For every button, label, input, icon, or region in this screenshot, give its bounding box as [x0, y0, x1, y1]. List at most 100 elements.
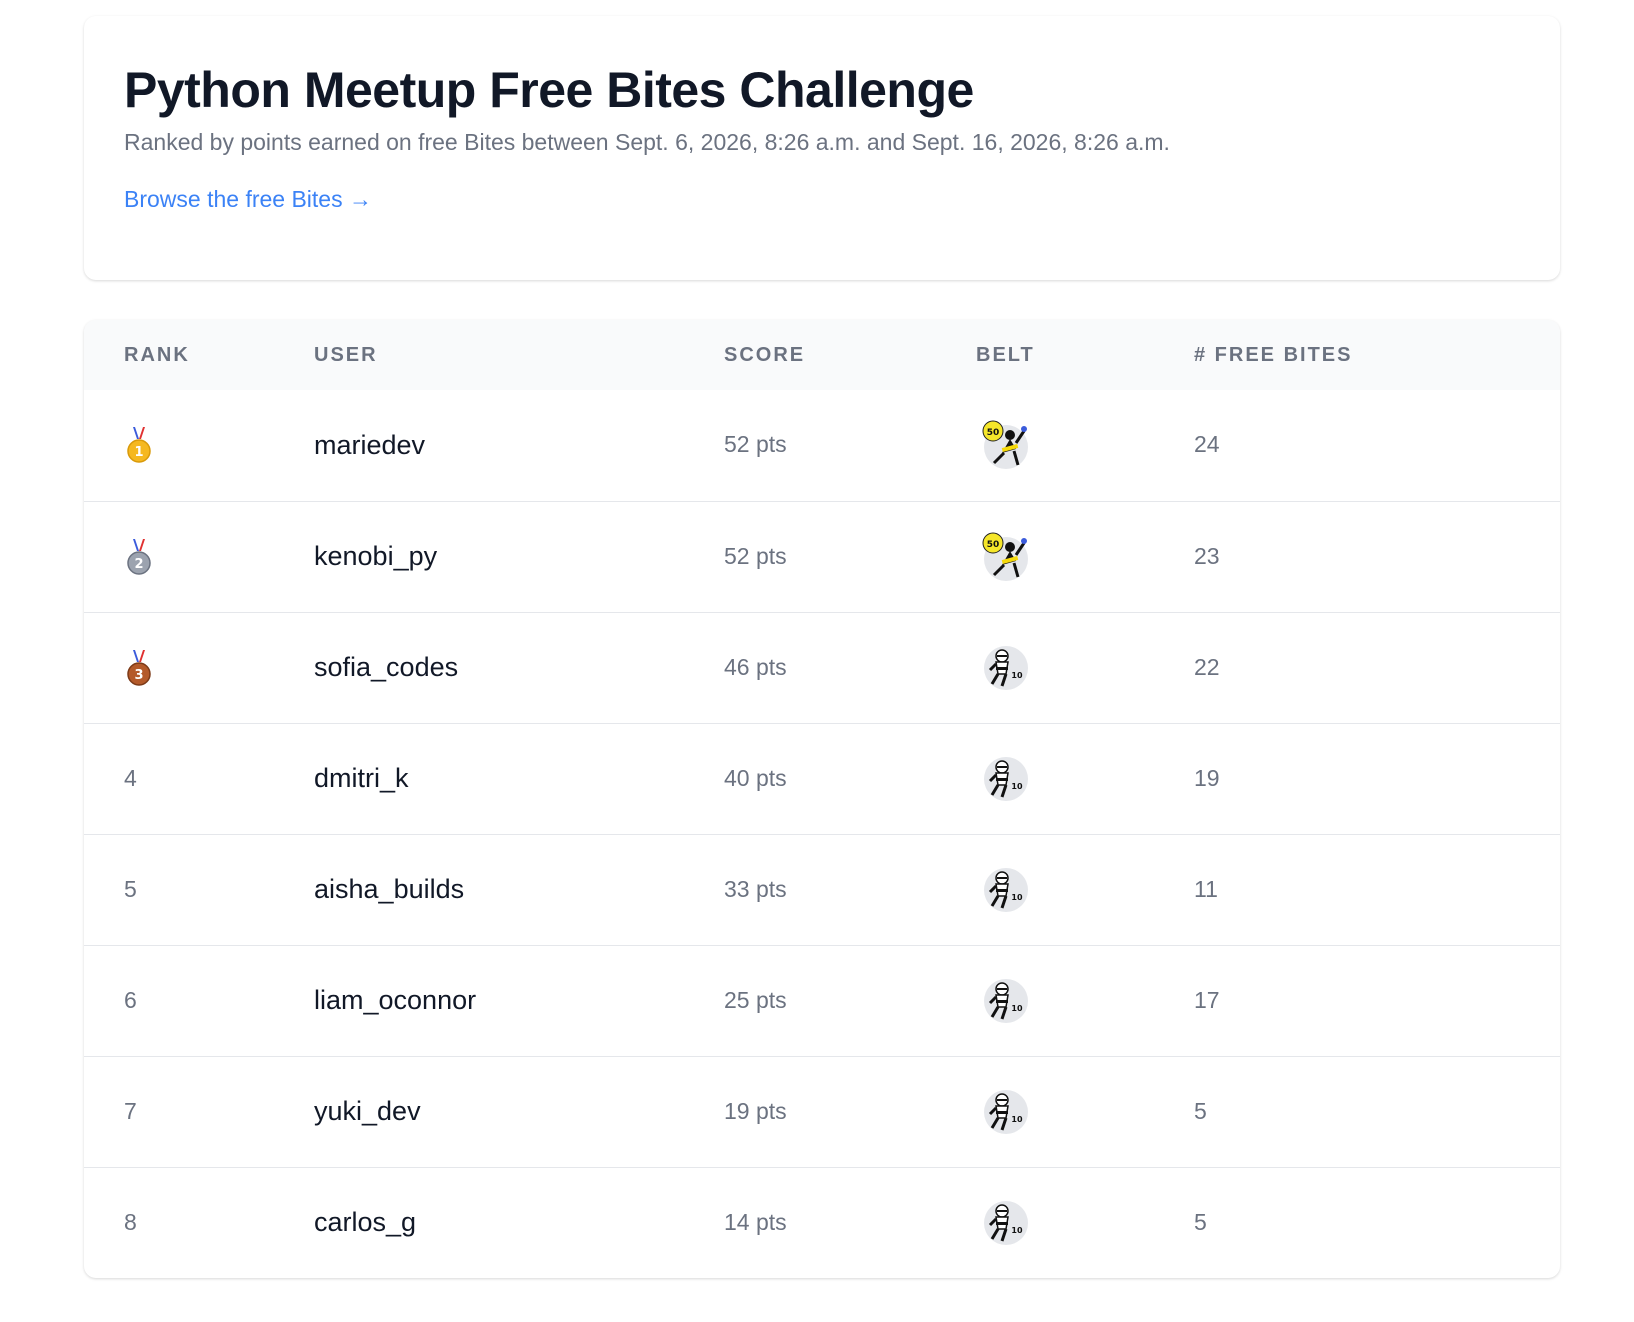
free-bites-cell: 24	[1194, 390, 1560, 501]
free-bites-count: 5	[1194, 1208, 1207, 1235]
white-belt-ninja-icon: 10	[976, 1086, 1194, 1138]
yellow-belt-ninja-icon: 50	[976, 419, 1194, 471]
column-header-user: User	[314, 343, 378, 366]
score-cell: 33 pts	[724, 834, 976, 945]
user-name[interactable]: liam_oconnor	[314, 985, 477, 1015]
score-value: 19 pts	[724, 1097, 787, 1124]
rank-cell: 5	[84, 834, 314, 945]
page-subtitle: Ranked by points earned on free Bites be…	[124, 129, 1170, 155]
rank-cell: 8	[84, 1167, 314, 1278]
belt-cell: 10	[976, 1056, 1194, 1167]
table-row: 3 sofia_codes 46 pts 10 22	[84, 612, 1560, 723]
score-cell: 52 pts	[724, 501, 976, 612]
free-bites-cell: 22	[1194, 612, 1560, 723]
white-belt-ninja-icon: 10	[976, 975, 1194, 1027]
score-cell: 19 pts	[724, 1056, 976, 1167]
free-bites-cell: 5	[1194, 1167, 1560, 1278]
svg-text:10: 10	[1011, 893, 1023, 902]
score-value: 25 pts	[724, 986, 787, 1013]
user-cell: dmitri_k	[314, 723, 724, 834]
free-bites-cell: 11	[1194, 834, 1560, 945]
rank-number: 5	[124, 875, 137, 902]
table-row: 6 liam_oconnor 25 pts 10 17	[84, 945, 1560, 1056]
rank-cell: 6	[84, 945, 314, 1056]
svg-text:3: 3	[134, 668, 143, 683]
free-bites-count: 5	[1194, 1097, 1207, 1124]
free-bites-count: 19	[1194, 764, 1220, 791]
user-cell: liam_oconnor	[314, 945, 724, 1056]
user-cell: kenobi_py	[314, 501, 724, 612]
score-value: 46 pts	[724, 653, 787, 680]
table-row: 7 yuki_dev 19 pts 10 5	[84, 1056, 1560, 1167]
table-row: 4 dmitri_k 40 pts 10 19	[84, 723, 1560, 834]
svg-text:50: 50	[987, 428, 1000, 438]
table-row: 2 kenobi_py 52 pts 50 23	[84, 501, 1560, 612]
challenge-header-card: Python Meetup Free Bites Challenge Ranke…	[84, 16, 1560, 280]
belt-cell: 10	[976, 834, 1194, 945]
column-header-belt: Belt	[976, 343, 1035, 366]
user-name[interactable]: dmitri_k	[314, 763, 409, 793]
rank-number: 6	[124, 986, 137, 1013]
free-bites-cell: 17	[1194, 945, 1560, 1056]
yellow-belt-ninja-icon: 50	[976, 531, 1194, 583]
free-bites-cell: 23	[1194, 501, 1560, 612]
table-row: 8 carlos_g 14 pts 10 5	[84, 1167, 1560, 1278]
free-bites-count: 17	[1194, 986, 1220, 1013]
rank-cell: 2	[84, 501, 314, 612]
free-bites-count: 22	[1194, 653, 1220, 680]
svg-text:10: 10	[1011, 1226, 1023, 1235]
user-cell: sofia_codes	[314, 612, 724, 723]
white-belt-ninja-icon: 10	[976, 1197, 1194, 1249]
white-belt-ninja-icon: 10	[976, 864, 1194, 916]
leaderboard-card: Rank User Score Belt # Free Bites 1 mari…	[84, 320, 1560, 1278]
svg-text:2: 2	[134, 557, 143, 572]
svg-text:10: 10	[1011, 671, 1023, 680]
table-row: 1 mariedev 52 pts 50 24	[84, 390, 1560, 501]
belt-cell: 10	[976, 945, 1194, 1056]
free-bites-cell: 19	[1194, 723, 1560, 834]
free-bites-cell: 5	[1194, 1056, 1560, 1167]
score-value: 14 pts	[724, 1208, 787, 1235]
score-value: 33 pts	[724, 875, 787, 902]
score-cell: 14 pts	[724, 1167, 976, 1278]
score-cell: 25 pts	[724, 945, 976, 1056]
belt-cell: 50	[976, 501, 1194, 612]
page-title: Python Meetup Free Bites Challenge	[124, 62, 974, 118]
user-cell: carlos_g	[314, 1167, 724, 1278]
bronze-medal-icon: 3	[124, 648, 314, 688]
user-cell: mariedev	[314, 390, 724, 501]
score-value: 40 pts	[724, 764, 787, 791]
user-name[interactable]: sofia_codes	[314, 652, 459, 682]
table-row: 5 aisha_builds 33 pts 10 11	[84, 834, 1560, 945]
belt-cell: 10	[976, 1167, 1194, 1278]
svg-text:1: 1	[134, 445, 143, 460]
user-name[interactable]: yuki_dev	[314, 1096, 421, 1126]
leaderboard-rows: 1 mariedev 52 pts 50 24 2 kenobi_py 52 pts…	[84, 390, 1560, 1278]
score-cell: 46 pts	[724, 612, 976, 723]
free-bites-count: 23	[1194, 542, 1220, 569]
score-cell: 52 pts	[724, 390, 976, 501]
user-name[interactable]: carlos_g	[314, 1207, 417, 1238]
belt-cell: 10	[976, 612, 1194, 723]
svg-text:50: 50	[987, 540, 1000, 550]
svg-text:10: 10	[1011, 1115, 1023, 1124]
silver-medal-icon: 2	[124, 537, 314, 577]
user-cell: yuki_dev	[314, 1056, 724, 1167]
svg-text:10: 10	[1011, 782, 1023, 791]
user-cell: aisha_builds	[314, 834, 724, 945]
belt-cell: 10	[976, 723, 1194, 834]
leaderboard-table: Rank User Score Belt # Free Bites 1 mari…	[84, 320, 1560, 1278]
white-belt-ninja-icon: 10	[976, 753, 1194, 805]
browse-free-bites-link[interactable]: Browse the free Bites →	[124, 185, 372, 212]
user-name[interactable]: kenobi_py	[314, 541, 438, 571]
user-name[interactable]: aisha_builds	[314, 874, 465, 904]
rank-cell: 1	[84, 390, 314, 501]
score-cell: 40 pts	[724, 723, 976, 834]
score-value: 52 pts	[724, 431, 787, 458]
rank-cell: 7	[84, 1056, 314, 1167]
free-bites-count: 24	[1194, 431, 1220, 458]
table-header-row: Rank User Score Belt # Free Bites	[84, 320, 1560, 390]
column-header-rank: Rank	[124, 343, 190, 366]
svg-text:10: 10	[1011, 1004, 1023, 1013]
user-name[interactable]: mariedev	[314, 429, 426, 460]
